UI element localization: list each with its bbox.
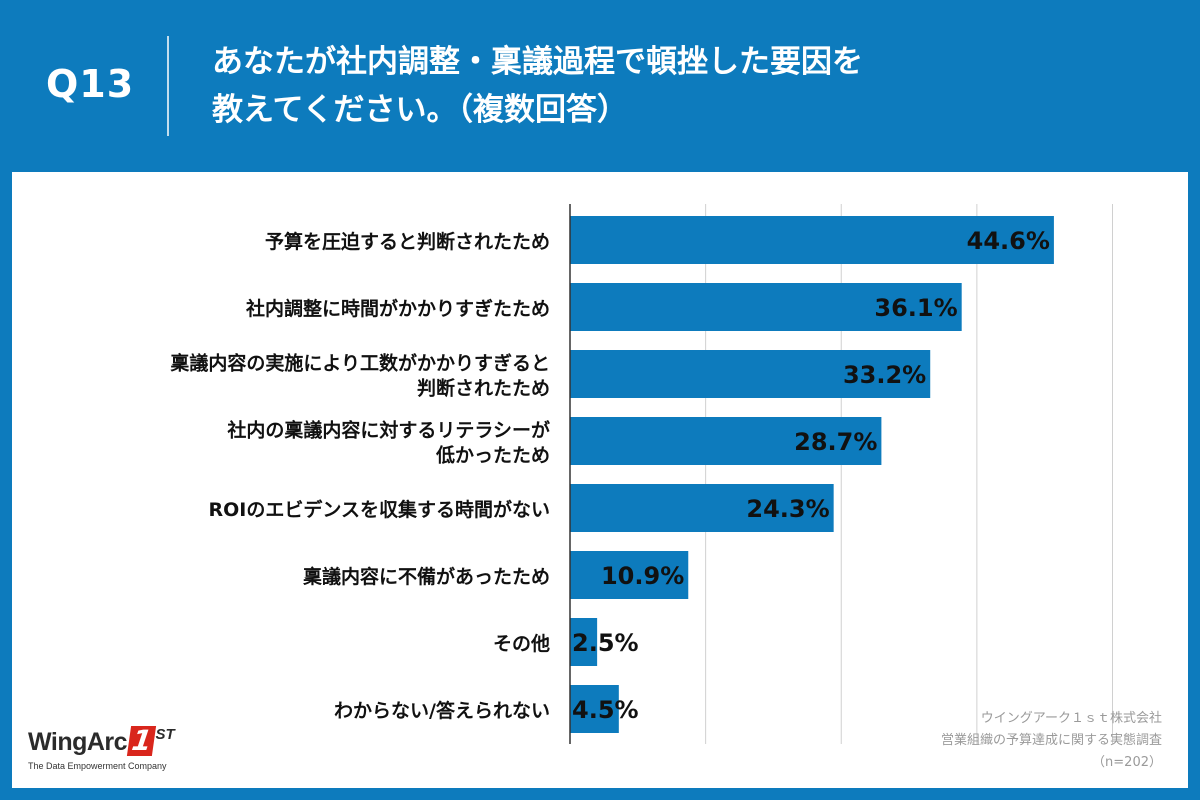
bar-3 [570,417,882,465]
category-label-1-0: 社内調整に時間がかかりすぎたため [245,297,550,320]
source-note: ウイングアーク１ｓｔ株式会社 営業組織の予算達成に関する実態調査 （n=202） [941,708,1162,774]
bar-value-label-0: 44.6% [967,227,1050,255]
question-number: Q13 [46,62,135,106]
bar-value-label-4: 24.3% [746,495,829,523]
header-divider [167,36,169,136]
bar-value-label-6: 2.5% [572,629,639,657]
bar-4 [570,484,834,532]
category-label-5-0: 稟議内容に不備があったため [303,565,550,588]
bar-chart: 44.6% 予算を圧迫すると判断されたため 36.1% 社内調整に時間がかかりすぎたた… [170,204,1113,744]
bar-6 [570,618,598,666]
bar-value-label-7: 4.5% [572,696,639,724]
source-company: ウイングアーク１ｓｔ株式会社 [980,711,1162,726]
question-line-1: あなたが社内調整・稟議過程で頓挫した要因を [212,44,863,80]
category-label-3-1: 低かったため [435,444,550,467]
category-label-3-0: 社内の稟議内容に対するリテラシーが [226,419,550,442]
logo-tagline: The Data Empowerment Company [28,761,167,771]
question-header: Q13 あなたが社内調整・稟議過程で頓挫した要因を 教えてください。（複数回答） [0,0,1200,172]
bar-value-label-5: 10.9% [601,562,684,590]
bar-7 [570,685,619,733]
source-sample-size: （n=202） [1092,755,1162,770]
logo-one-mark: 1 [126,724,157,757]
category-label-6-0: その他 [493,632,550,655]
bar-value-label-3: 28.7% [794,428,877,456]
category-label-2-0: 稟議内容の実施により工数がかかりすぎると [170,352,550,375]
bar-value-label-1: 36.1% [874,294,957,322]
bar-0 [570,216,1054,264]
bar-value-label-2: 33.2% [843,361,926,389]
bar-1 [570,283,962,331]
bar-5 [570,551,689,599]
category-label-2-1: 判断されたため [417,377,550,400]
question-text: あなたが社内調整・稟議過程で頓挫した要因を 教えてください。（複数回答） [212,38,1172,134]
logo-st-mark: ST [155,726,175,743]
chart-panel: 44.6% 予算を圧迫すると判断されたため 36.1% 社内調整に時間がかかりすぎたた… [12,172,1188,788]
logo-wordmark: WingArc [28,728,128,756]
source-survey: 営業組織の予算達成に関する実態調査 [940,733,1162,748]
wingarc-logo: WingArc1 ST The Data Empowerment Company [28,724,175,771]
question-line-2: 教えてください。（複数回答） [212,92,629,128]
category-label-0-0: 予算を圧迫すると判断されたため [265,230,550,253]
category-label-4-0: ROIのエビデンスを収集する時間がない [209,498,550,521]
bar-2 [570,350,931,398]
category-label-7-0: わからない/答えられない [334,699,550,722]
